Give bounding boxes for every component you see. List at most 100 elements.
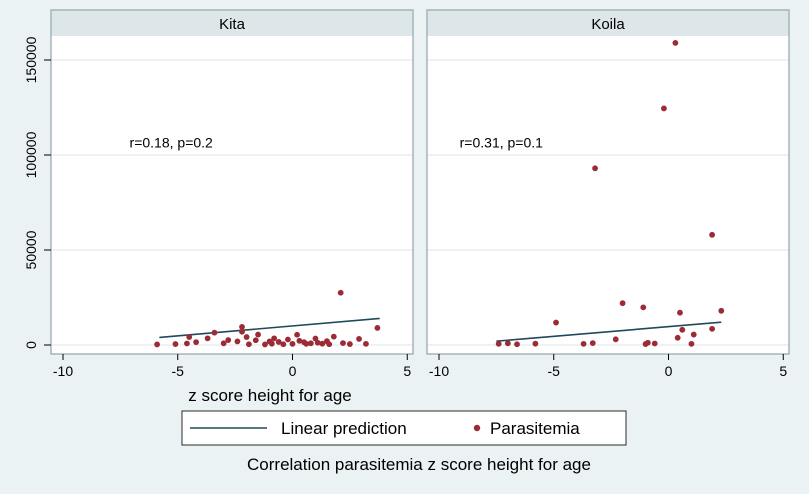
data-point bbox=[640, 304, 647, 311]
gridlines-koila bbox=[427, 59, 789, 346]
gridlines-kita bbox=[51, 59, 413, 346]
data-point bbox=[154, 341, 160, 348]
data-point bbox=[220, 340, 227, 347]
data-point bbox=[268, 340, 275, 347]
x-axis-kita: -10 -5 0 5 bbox=[53, 354, 411, 379]
plot-area-kita bbox=[51, 36, 413, 354]
panel-title-kita: Kita bbox=[219, 16, 246, 33]
data-point bbox=[172, 341, 179, 347]
data-point bbox=[239, 324, 245, 330]
data-point bbox=[619, 300, 626, 307]
annotation-koila: r=0.31, p=0.1 bbox=[460, 134, 544, 150]
data-point bbox=[553, 319, 559, 326]
y-tick-label: 100000 bbox=[23, 131, 39, 178]
data-point bbox=[225, 337, 232, 343]
data-point bbox=[211, 329, 218, 336]
data-point bbox=[356, 336, 362, 342]
x-tick-label: 5 bbox=[403, 363, 411, 379]
y-axis: 0 50000 100000 150000 bbox=[23, 36, 51, 349]
data-point bbox=[294, 331, 300, 338]
panel-frame-kita bbox=[50, 9, 414, 355]
panel-header-kita bbox=[51, 10, 413, 36]
data-point bbox=[285, 336, 291, 343]
data-point bbox=[661, 105, 667, 112]
plot-area-koila bbox=[427, 36, 789, 354]
data-point bbox=[589, 340, 596, 346]
data-point bbox=[255, 331, 261, 338]
data-point bbox=[193, 339, 200, 346]
data-point bbox=[642, 341, 649, 347]
data-point bbox=[672, 40, 679, 46]
data-point bbox=[718, 307, 725, 314]
data-point bbox=[330, 333, 337, 340]
data-point bbox=[346, 341, 353, 347]
points-kita bbox=[154, 289, 381, 348]
data-point bbox=[674, 334, 681, 341]
legend-point-swatch bbox=[473, 424, 481, 432]
x-tick-label: -10 bbox=[429, 363, 449, 379]
data-point bbox=[319, 340, 326, 347]
annotation-kita: r=0.18, p=0.2 bbox=[130, 134, 214, 150]
data-point bbox=[651, 340, 658, 347]
x-axis-koila: -10 -5 0 5 bbox=[429, 354, 787, 379]
data-point bbox=[204, 335, 211, 342]
x-tick-label: -5 bbox=[548, 363, 561, 379]
x-axis-label: z score height for age bbox=[188, 386, 351, 405]
data-point bbox=[252, 337, 259, 344]
data-point bbox=[314, 339, 321, 346]
data-point bbox=[303, 340, 310, 347]
fit-line-layer-koila bbox=[496, 321, 722, 342]
data-point bbox=[532, 340, 539, 347]
data-point bbox=[495, 340, 502, 347]
data-point bbox=[326, 341, 333, 348]
y-tick-label: 150000 bbox=[23, 36, 39, 83]
data-point bbox=[275, 339, 282, 345]
data-point bbox=[514, 341, 520, 348]
legend-label-parasitemia: Parasitemia bbox=[490, 419, 580, 438]
fit-line-layer-kita bbox=[159, 317, 380, 339]
panel-title-koila: Koila bbox=[591, 16, 625, 33]
points-koila bbox=[495, 40, 725, 348]
data-point bbox=[262, 341, 268, 348]
fit-line-koila bbox=[496, 321, 722, 342]
data-point bbox=[504, 340, 511, 347]
x-tick-label: 0 bbox=[665, 363, 673, 379]
data-point bbox=[280, 341, 287, 348]
x-tick-label: 5 bbox=[779, 363, 787, 379]
chart-caption: Correlation parasitemia z score height f… bbox=[247, 455, 591, 474]
data-point bbox=[677, 309, 683, 316]
panel-kita: Kita r=0.18, p=0.2 -10 -5 0 5 bbox=[50, 9, 414, 379]
x-tick-label: -5 bbox=[172, 363, 185, 379]
data-point bbox=[307, 340, 314, 347]
data-point bbox=[234, 338, 241, 345]
data-point bbox=[239, 328, 245, 335]
data-point bbox=[592, 165, 598, 172]
data-point bbox=[271, 335, 278, 342]
data-point bbox=[612, 336, 619, 343]
data-point bbox=[245, 341, 252, 348]
legend: Linear prediction Parasitemia bbox=[181, 410, 627, 446]
data-point bbox=[337, 289, 344, 296]
data-point bbox=[186, 334, 193, 340]
data-point bbox=[289, 340, 296, 347]
data-point bbox=[709, 231, 716, 238]
panel-koila: Koila r=0.31, p=0.1 -10 -5 0 5 bbox=[426, 9, 790, 379]
data-point bbox=[363, 340, 369, 347]
data-point bbox=[184, 340, 190, 347]
panel-header-koila bbox=[427, 10, 789, 36]
data-point bbox=[374, 325, 381, 331]
data-point bbox=[709, 325, 716, 332]
panel-frame-koila bbox=[426, 9, 790, 355]
data-point bbox=[690, 331, 697, 338]
legend-label-linear-prediction: Linear prediction bbox=[281, 419, 407, 438]
y-tick-label: 0 bbox=[23, 341, 39, 349]
fit-line-kita bbox=[159, 317, 380, 339]
y-tick-label: 50000 bbox=[23, 230, 39, 269]
data-point bbox=[340, 340, 346, 346]
data-point bbox=[296, 337, 303, 344]
data-point bbox=[580, 340, 587, 347]
x-tick-label: -10 bbox=[53, 363, 73, 379]
data-point bbox=[688, 340, 695, 347]
x-tick-label: 0 bbox=[289, 363, 297, 379]
